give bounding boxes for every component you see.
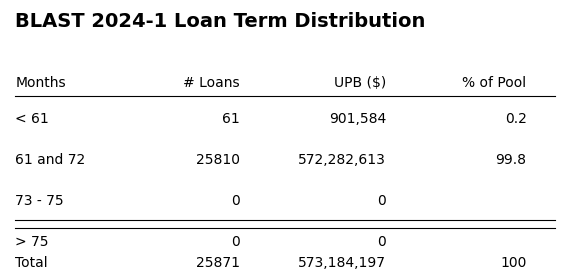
Text: > 75: > 75 (15, 235, 49, 249)
Text: 0: 0 (377, 194, 386, 208)
Text: 73 - 75: 73 - 75 (15, 194, 64, 208)
Text: 0: 0 (231, 194, 240, 208)
Text: % of Pool: % of Pool (462, 76, 527, 90)
Text: BLAST 2024-1 Loan Term Distribution: BLAST 2024-1 Loan Term Distribution (15, 12, 426, 31)
Text: 0: 0 (377, 235, 386, 249)
Text: 0: 0 (231, 235, 240, 249)
Text: 573,184,197: 573,184,197 (298, 256, 386, 270)
Text: 0.2: 0.2 (504, 112, 527, 126)
Text: 100: 100 (500, 256, 527, 270)
Text: # Loans: # Loans (184, 76, 240, 90)
Text: 61 and 72: 61 and 72 (15, 153, 86, 167)
Text: UPB ($): UPB ($) (334, 76, 386, 90)
Text: Total: Total (15, 256, 48, 270)
Text: 99.8: 99.8 (495, 153, 527, 167)
Text: 25810: 25810 (196, 153, 240, 167)
Text: 901,584: 901,584 (329, 112, 386, 126)
Text: 25871: 25871 (196, 256, 240, 270)
Text: 61: 61 (222, 112, 240, 126)
Text: Months: Months (15, 76, 66, 90)
Text: 572,282,613: 572,282,613 (298, 153, 386, 167)
Text: < 61: < 61 (15, 112, 49, 126)
